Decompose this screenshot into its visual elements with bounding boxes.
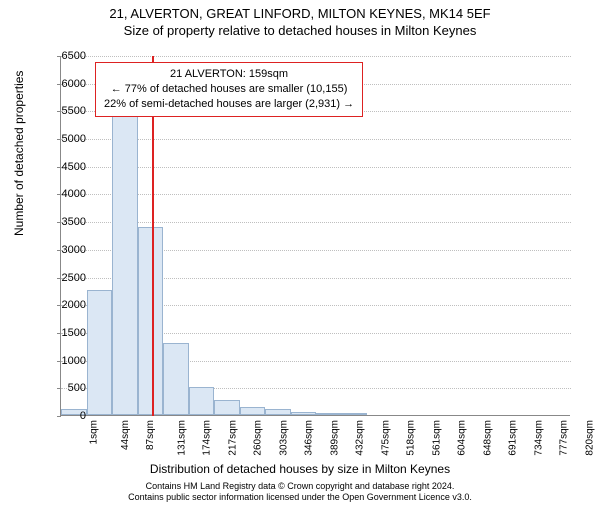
x-tick-label: 217sqm bbox=[227, 420, 238, 456]
gridline bbox=[61, 167, 571, 168]
histogram-bar bbox=[316, 413, 342, 415]
gridline bbox=[61, 56, 571, 57]
x-tick-label: 648sqm bbox=[482, 420, 493, 456]
x-tick-label: 518sqm bbox=[406, 420, 417, 456]
y-tick-label: 3500 bbox=[46, 216, 86, 228]
histogram-bar bbox=[240, 407, 266, 415]
histogram-bar bbox=[138, 227, 164, 415]
y-tick-label: 4000 bbox=[46, 188, 86, 200]
x-tick-label: 604sqm bbox=[457, 420, 468, 456]
histogram-bar bbox=[214, 400, 240, 416]
y-tick-label: 5500 bbox=[46, 105, 86, 117]
x-tick-label: 389sqm bbox=[329, 420, 340, 456]
y-tick-label: 6500 bbox=[46, 50, 86, 62]
footer-line-1: Contains HM Land Registry data © Crown c… bbox=[0, 481, 600, 492]
histogram-bar bbox=[87, 290, 113, 415]
y-tick-label: 500 bbox=[46, 382, 86, 394]
y-tick-label: 0 bbox=[46, 410, 86, 422]
footer-line-2: Contains public sector information licen… bbox=[0, 492, 600, 503]
y-tick-label: 1500 bbox=[46, 327, 86, 339]
annotation-box: 21 ALVERTON: 159sqm← 77% of detached hou… bbox=[95, 62, 363, 117]
x-tick-label: 1sqm bbox=[88, 420, 99, 444]
x-tick-label: 777sqm bbox=[559, 420, 570, 456]
gridline bbox=[61, 222, 571, 223]
x-tick-label: 44sqm bbox=[120, 420, 131, 450]
histogram-bar bbox=[342, 413, 368, 415]
gridline bbox=[61, 194, 571, 195]
page-title: 21, ALVERTON, GREAT LINFORD, MILTON KEYN… bbox=[0, 6, 600, 21]
annotation-line: 22% of semi-detached houses are larger (… bbox=[104, 97, 354, 112]
x-tick-label: 475sqm bbox=[380, 420, 391, 456]
annotation-line: 21 ALVERTON: 159sqm bbox=[104, 67, 354, 82]
y-axis-label: Number of detached properties bbox=[12, 71, 26, 236]
gridline bbox=[61, 139, 571, 140]
page-subtitle: Size of property relative to detached ho… bbox=[0, 23, 600, 38]
x-tick-label: 131sqm bbox=[176, 420, 187, 456]
x-tick-label: 432sqm bbox=[355, 420, 366, 456]
x-tick-label: 260sqm bbox=[253, 420, 264, 456]
footer-text: Contains HM Land Registry data © Crown c… bbox=[0, 481, 600, 503]
y-tick-label: 3000 bbox=[46, 244, 86, 256]
x-tick-label: 820sqm bbox=[584, 420, 595, 456]
x-tick-label: 87sqm bbox=[145, 420, 156, 450]
x-tick-label: 561sqm bbox=[431, 420, 442, 456]
x-tick-label: 734sqm bbox=[533, 420, 544, 456]
histogram-bar bbox=[265, 409, 291, 415]
x-tick-label: 303sqm bbox=[278, 420, 289, 456]
histogram-bar bbox=[291, 412, 317, 415]
y-tick-label: 6000 bbox=[46, 78, 86, 90]
y-tick-label: 2000 bbox=[46, 299, 86, 311]
chart-area: 21 ALVERTON: 159sqm← 77% of detached hou… bbox=[60, 56, 570, 416]
y-tick-label: 1000 bbox=[46, 355, 86, 367]
y-tick-label: 4500 bbox=[46, 161, 86, 173]
histogram-bar bbox=[163, 343, 189, 415]
histogram-bar bbox=[112, 113, 138, 415]
y-tick-label: 2500 bbox=[46, 272, 86, 284]
y-tick-label: 5000 bbox=[46, 133, 86, 145]
plot-area: 21 ALVERTON: 159sqm← 77% of detached hou… bbox=[60, 56, 570, 416]
x-tick-label: 346sqm bbox=[304, 420, 315, 456]
x-axis-label: Distribution of detached houses by size … bbox=[0, 462, 600, 476]
annotation-line: ← 77% of detached houses are smaller (10… bbox=[104, 82, 354, 97]
x-tick-label: 691sqm bbox=[508, 420, 519, 456]
histogram-bar bbox=[189, 387, 215, 415]
x-tick-label: 174sqm bbox=[202, 420, 213, 456]
